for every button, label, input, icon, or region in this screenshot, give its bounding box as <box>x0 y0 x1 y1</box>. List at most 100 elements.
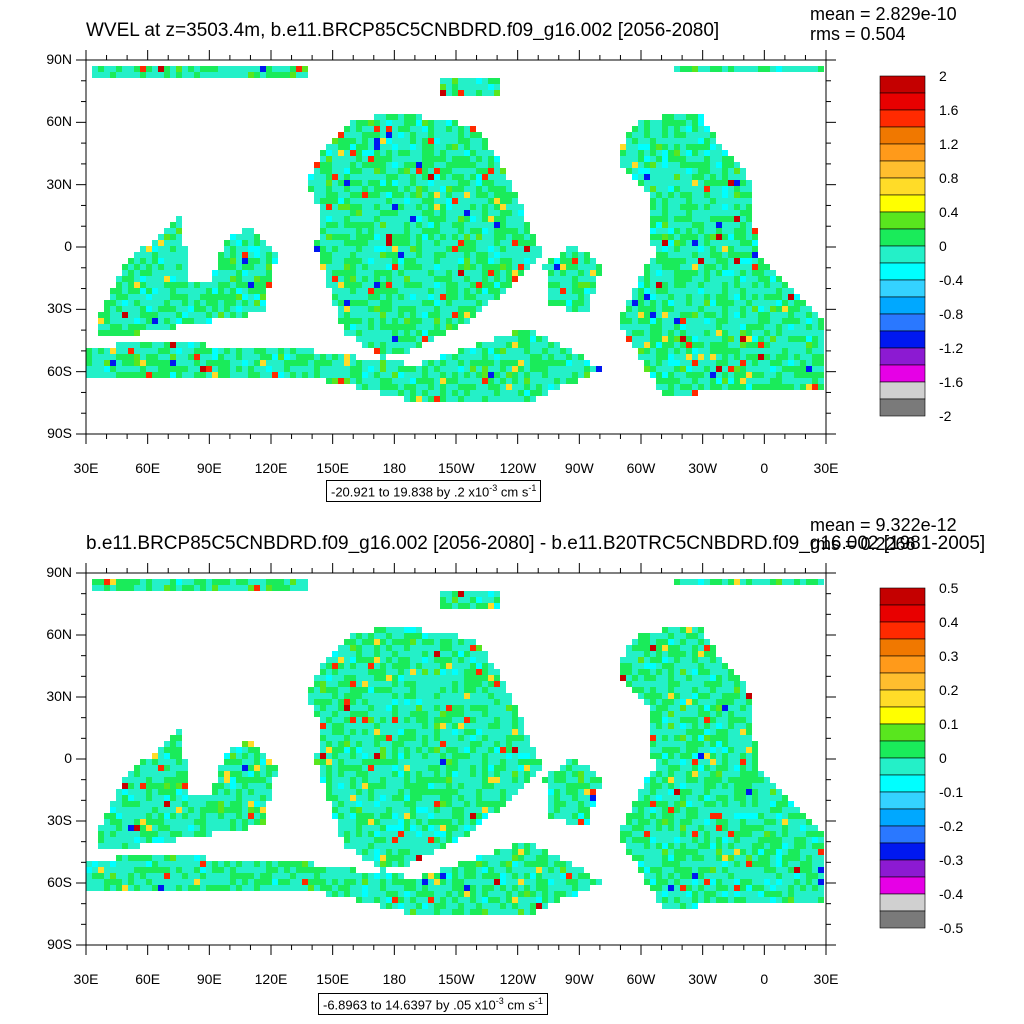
ocean-cell <box>416 138 422 144</box>
ocean-cell <box>164 585 170 591</box>
ocean-cell <box>146 252 152 258</box>
ocean-cell <box>452 693 458 699</box>
ocean-cell <box>362 318 368 324</box>
ocean-cell <box>146 585 152 591</box>
ocean-cell <box>572 771 578 777</box>
ocean-cell <box>680 198 686 204</box>
ocean-cell <box>428 162 434 168</box>
ocean-cell <box>662 276 668 282</box>
ocean-cell <box>386 645 392 651</box>
ocean-cell <box>500 276 506 282</box>
ocean-cell <box>392 228 398 234</box>
ocean-cell <box>374 246 380 252</box>
ocean-cell <box>704 204 710 210</box>
ocean-cell <box>464 783 470 789</box>
ocean-cell <box>464 639 470 645</box>
ocean-cell <box>518 771 524 777</box>
ocean-cell <box>692 180 698 186</box>
ocean-cell <box>320 150 326 156</box>
ocean-cell <box>434 663 440 669</box>
ocean-cell <box>254 747 260 753</box>
ocean-cell <box>662 126 668 132</box>
ocean-cell <box>434 126 440 132</box>
ocean-cell <box>446 282 452 288</box>
ocean-cell <box>338 222 344 228</box>
ocean-cell <box>428 144 434 150</box>
ocean-cell <box>446 384 452 390</box>
ocean-cell <box>368 306 374 312</box>
ocean-cell <box>818 384 824 390</box>
ocean-cell <box>662 312 668 318</box>
ocean-cell <box>506 246 512 252</box>
ocean-cell <box>386 138 392 144</box>
ocean-cell <box>254 759 260 765</box>
ocean-cell <box>332 210 338 216</box>
ocean-cell <box>590 276 596 282</box>
ocean-cell <box>782 336 788 342</box>
ocean-cell <box>692 627 698 633</box>
ocean-cell <box>428 372 434 378</box>
ocean-cell <box>506 198 512 204</box>
ocean-cell <box>632 330 638 336</box>
ocean-cell <box>572 759 578 765</box>
ocean-cell <box>764 270 770 276</box>
ocean-cell <box>680 234 686 240</box>
ocean-cell <box>692 162 698 168</box>
ocean-cell <box>716 384 722 390</box>
ocean-cell <box>332 717 338 723</box>
ocean-cell <box>668 783 674 789</box>
ocean-cell <box>218 348 224 354</box>
ocean-cell <box>680 687 686 693</box>
ocean-cell <box>806 372 812 378</box>
ocean-cell <box>704 645 710 651</box>
ocean-cell <box>482 711 488 717</box>
ocean-cell <box>704 651 710 657</box>
ocean-cell <box>242 585 248 591</box>
ocean-cell <box>728 741 734 747</box>
ocean-cell <box>494 711 500 717</box>
ocean-cell <box>230 288 236 294</box>
ocean-cell <box>638 639 644 645</box>
ocean-cell <box>128 306 134 312</box>
ocean-cell <box>380 705 386 711</box>
ocean-cell <box>332 216 338 222</box>
ocean-cell <box>446 192 452 198</box>
ocean-cell <box>260 306 266 312</box>
ocean-cell <box>548 348 554 354</box>
ocean-cell <box>662 771 668 777</box>
ocean-cell <box>146 366 152 372</box>
ocean-cell <box>506 765 512 771</box>
ocean-cell <box>674 192 680 198</box>
ocean-cell <box>686 288 692 294</box>
ocean-cell <box>734 693 740 699</box>
ocean-cell <box>452 90 458 96</box>
ocean-cell <box>242 252 248 258</box>
ocean-cell <box>98 324 104 330</box>
ocean-cell <box>176 264 182 270</box>
ocean-cell <box>398 651 404 657</box>
ocean-cell <box>350 663 356 669</box>
ocean-cell <box>416 126 422 132</box>
ocean-cell <box>794 348 800 354</box>
ocean-cell <box>728 216 734 222</box>
ocean-cell <box>308 180 314 186</box>
ocean-cell <box>224 252 230 258</box>
ocean-cell <box>428 276 434 282</box>
ocean-cell <box>224 258 230 264</box>
ocean-cell <box>770 783 776 789</box>
ocean-cell <box>92 360 98 366</box>
ocean-cell <box>488 252 494 258</box>
ocean-cell <box>650 366 656 372</box>
ocean-cell <box>122 372 128 378</box>
ocean-cell <box>374 348 380 354</box>
ocean-cell <box>494 759 500 765</box>
ocean-cell <box>350 645 356 651</box>
ocean-cell <box>398 663 404 669</box>
ocean-cell <box>416 120 422 126</box>
ocean-cell <box>500 723 506 729</box>
ocean-cell <box>632 150 638 156</box>
ocean-cell <box>344 735 350 741</box>
ocean-cell <box>476 765 482 771</box>
ocean-cell <box>674 210 680 216</box>
ocean-cell <box>368 342 374 348</box>
